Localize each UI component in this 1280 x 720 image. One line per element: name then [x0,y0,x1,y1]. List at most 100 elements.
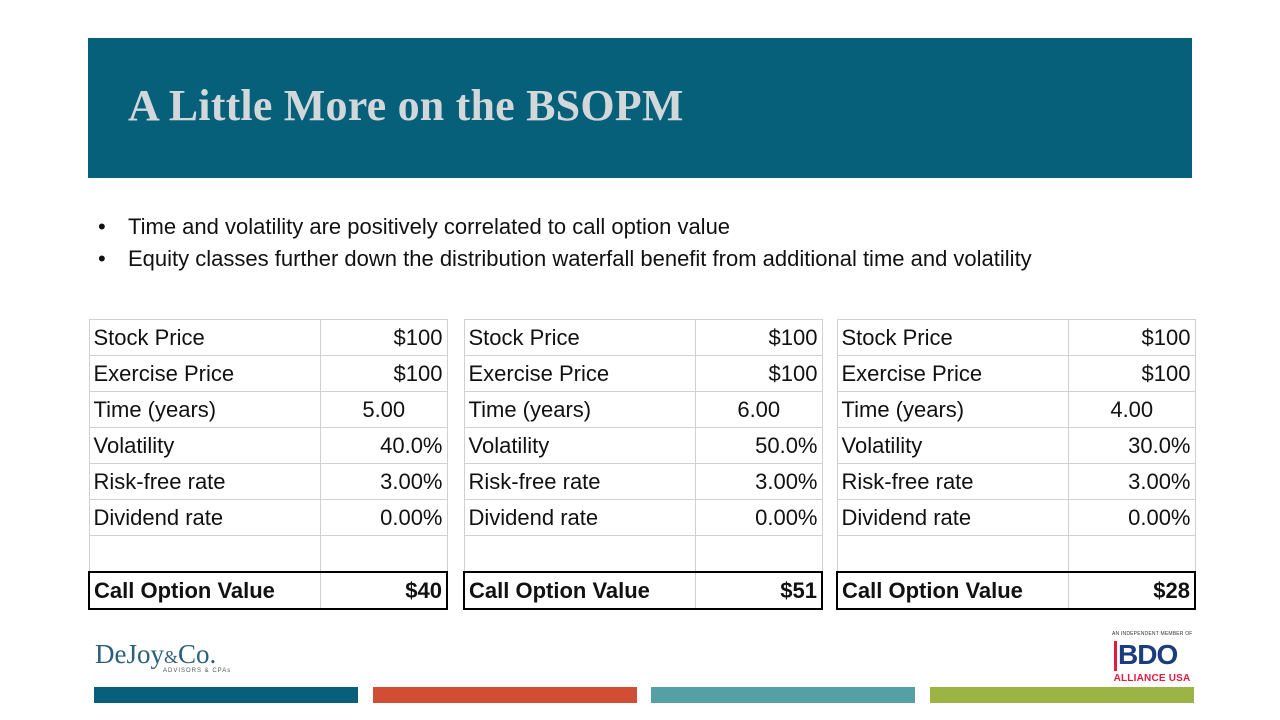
table-row: Risk-free rate 3.00% [463,463,823,500]
bdo-bar-icon [1114,641,1117,671]
table-row: Volatility 30.0% [836,427,1196,464]
title-band: A Little More on the BSOPM [88,38,1192,178]
result-value: $28 [1068,571,1196,610]
row-label: Stock Price [463,319,696,356]
table-row: Dividend rate 0.00% [836,499,1196,536]
row-value: 40.0% [320,427,448,464]
table-row: Volatility 50.0% [463,427,823,464]
row-label: Exercise Price [88,355,321,392]
dejoy-name: DeJoy [95,639,164,669]
row-label: Time (years) [463,391,696,428]
row-value: 0.00% [1068,499,1196,536]
table-row: Time (years) 5.00 [88,391,448,428]
bdo-alliance-text: ALLIANCE USA [1113,673,1191,684]
table-row: Time (years) 6.00 [463,391,823,428]
row-value: 0.00% [320,499,448,536]
row-value: 0.00% [695,499,823,536]
blank-row [88,535,448,573]
row-label: Risk-free rate [836,463,1069,500]
blank-cell [836,535,1069,573]
blank-cell [463,535,696,573]
row-label: Dividend rate [88,499,321,536]
bdo-member-text: AN INDEPENDENT MEMBER OF [1112,631,1193,637]
bullet-dot-icon: • [98,246,106,271]
bsopm-table-3: Stock Price $100 Exercise Price $100 Time … [836,319,1196,610]
row-value: 50.0% [695,427,823,464]
bullet-dot-icon: • [98,214,106,239]
row-value: 3.00% [320,463,448,500]
row-value: $100 [1068,355,1196,392]
table-row: Risk-free rate 3.00% [88,463,448,500]
footer-strip-red [373,687,637,703]
row-value: $100 [695,355,823,392]
dejoy-logo: DeJoy&Co. ADVISORS & CPAs [95,640,230,674]
bdo-logo: AN INDEPENDENT MEMBER OF BDO ALLIANCE US… [1112,631,1192,684]
result-label: Call Option Value [88,571,321,610]
row-value: 5.00 [320,391,448,428]
table-row: Risk-free rate 3.00% [836,463,1196,500]
table-row: Exercise Price $100 [836,355,1196,392]
bullet-item: • Time and volatility are positively corr… [98,211,1032,243]
bsopm-table-1: Stock Price $100 Exercise Price $100 Time … [88,319,448,610]
dejoy-tagline: ADVISORS & CPAs [163,668,232,674]
row-value: $100 [320,319,448,356]
row-label: Dividend rate [836,499,1069,536]
row-label: Volatility [463,427,696,464]
table-row: Exercise Price $100 [88,355,448,392]
bdo-letters: BDO [1118,639,1178,670]
row-value: 4.00 [1068,391,1196,428]
row-label: Time (years) [88,391,321,428]
row-value: $100 [320,355,448,392]
row-label: Risk-free rate [463,463,696,500]
bullet-text: Equity classes further down the distribu… [128,246,1032,271]
row-label: Stock Price [88,319,321,356]
table-row: Time (years) 4.00 [836,391,1196,428]
result-row: Call Option Value $28 [836,571,1196,610]
row-label: Volatility [836,427,1069,464]
row-label: Exercise Price [836,355,1069,392]
footer-strip-aqua [651,687,915,703]
bullet-item: • Equity classes further down the distrib… [98,243,1032,275]
table-row: Dividend rate 0.00% [463,499,823,536]
row-label: Risk-free rate [88,463,321,500]
row-value: $100 [695,319,823,356]
result-value: $40 [320,571,448,610]
row-value: 30.0% [1068,427,1196,464]
slide-title: A Little More on the BSOPM [128,81,684,130]
blank-cell [695,535,823,573]
table-row: Dividend rate 0.00% [88,499,448,536]
table-row: Stock Price $100 [463,319,823,356]
row-value: 3.00% [1068,463,1196,500]
table-row: Exercise Price $100 [463,355,823,392]
row-label: Exercise Price [463,355,696,392]
table-row: Volatility 40.0% [88,427,448,464]
result-label: Call Option Value [836,571,1069,610]
footer-strip-green [930,687,1194,703]
row-value: 6.00 [695,391,823,428]
footer-strip-teal [94,687,358,703]
blank-row [836,535,1196,573]
table-row: Stock Price $100 [836,319,1196,356]
row-label: Time (years) [836,391,1069,428]
dejoy-wordmark: DeJoy&Co. [95,640,216,671]
row-value: 3.00% [695,463,823,500]
bdo-mark: BDO [1112,639,1192,671]
table-row: Stock Price $100 [88,319,448,356]
row-label: Volatility [88,427,321,464]
row-label: Dividend rate [463,499,696,536]
bsopm-table-2: Stock Price $100 Exercise Price $100 Time … [463,319,823,610]
bullet-text: Time and volatility are positively corre… [128,214,731,239]
bullet-list: • Time and volatility are positively corr… [98,211,1032,275]
result-value: $51 [695,571,823,610]
row-value: $100 [1068,319,1196,356]
dejoy-co: Co. [178,639,217,669]
blank-cell [88,535,321,573]
result-label: Call Option Value [463,571,696,610]
blank-cell [320,535,448,573]
result-row: Call Option Value $51 [463,571,823,610]
dejoy-ampersand: & [164,647,179,667]
result-row: Call Option Value $40 [88,571,448,610]
blank-row [463,535,823,573]
blank-cell [1068,535,1196,573]
row-label: Stock Price [836,319,1069,356]
